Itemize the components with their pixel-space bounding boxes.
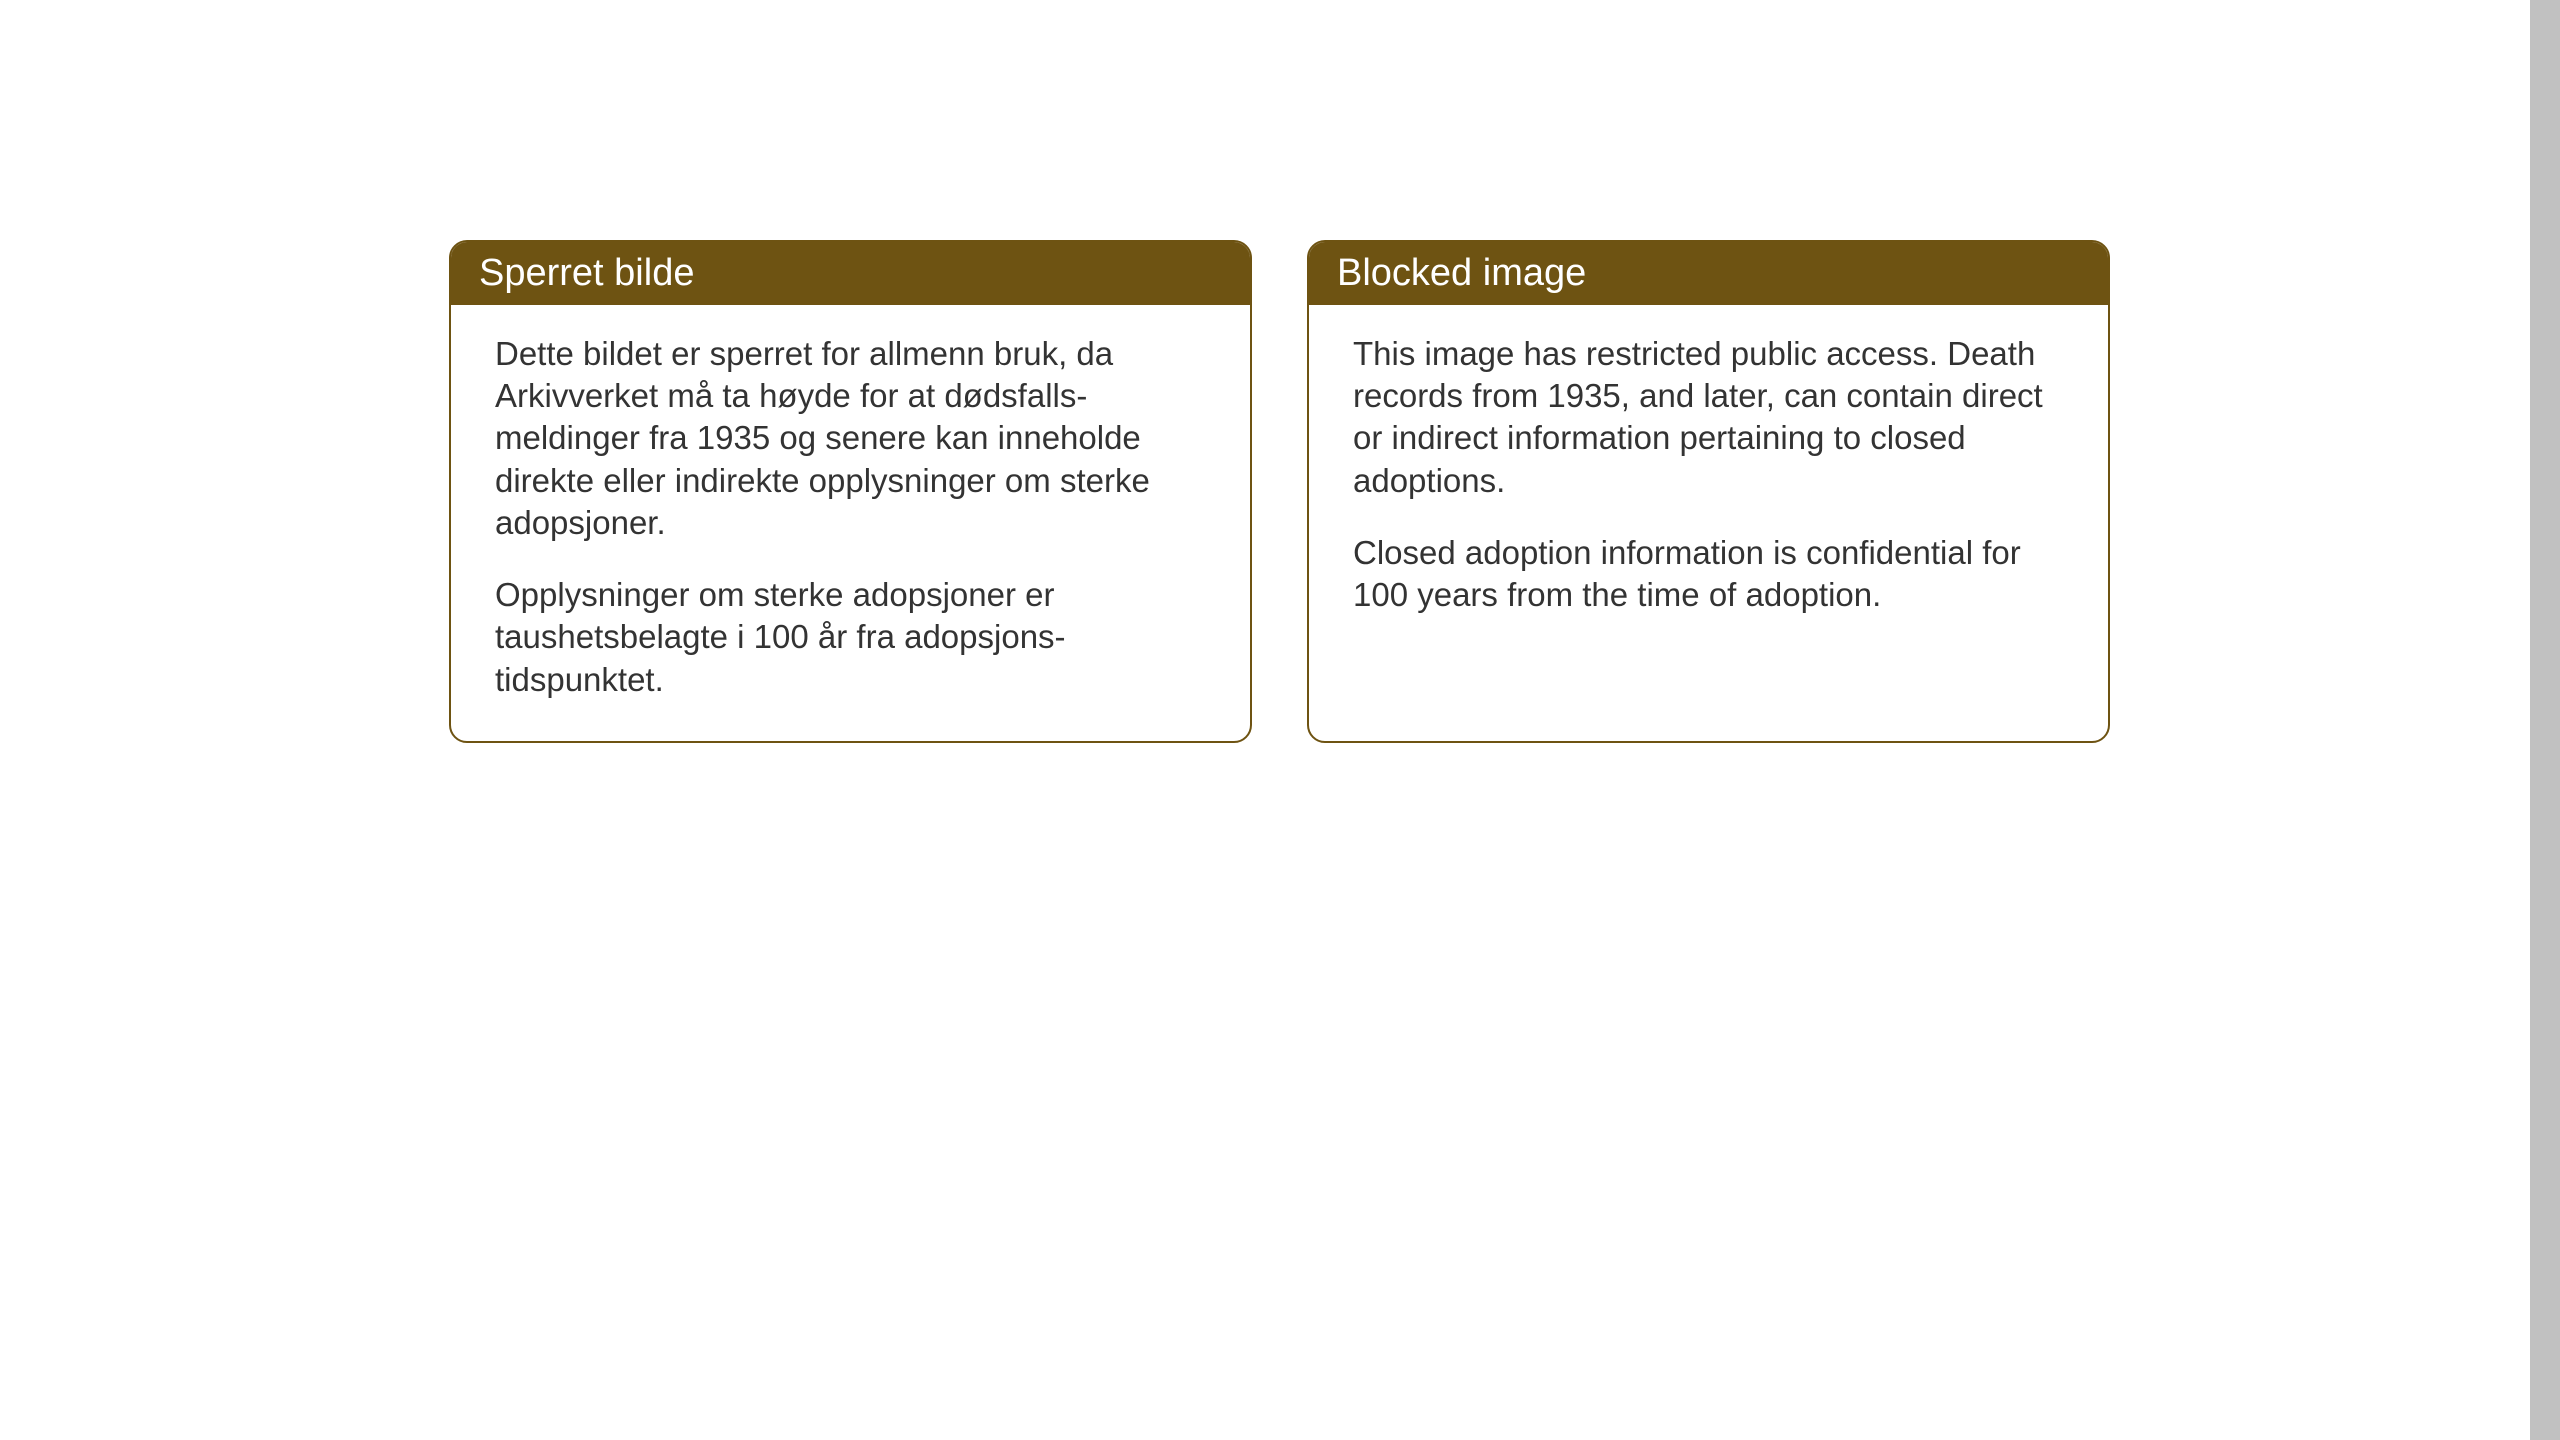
- info-box-title-english: Blocked image: [1337, 252, 1586, 294]
- info-box-header-english: Blocked image: [1309, 242, 2108, 305]
- info-panel-container: Sperret bilde Dette bildet er sperret fo…: [449, 240, 2110, 743]
- info-box-body-english: This image has restricted public access.…: [1309, 305, 2108, 741]
- info-box-body-norwegian: Dette bildet er sperret for allmenn bruk…: [451, 305, 1250, 741]
- scrollbar-track[interactable]: [2530, 0, 2560, 1440]
- info-box-para2-english: Closed adoption information is confident…: [1353, 532, 2064, 616]
- info-box-para2-norwegian: Opplysninger om sterke adopsjoner er tau…: [495, 574, 1206, 701]
- scrollbar-thumb[interactable]: [2530, 0, 2560, 1440]
- info-box-para1-norwegian: Dette bildet er sperret for allmenn bruk…: [495, 333, 1206, 544]
- info-box-para1-english: This image has restricted public access.…: [1353, 333, 2064, 502]
- info-box-title-norwegian: Sperret bilde: [479, 252, 694, 294]
- info-box-norwegian: Sperret bilde Dette bildet er sperret fo…: [449, 240, 1252, 743]
- info-box-header-norwegian: Sperret bilde: [451, 242, 1250, 305]
- info-box-english: Blocked image This image has restricted …: [1307, 240, 2110, 743]
